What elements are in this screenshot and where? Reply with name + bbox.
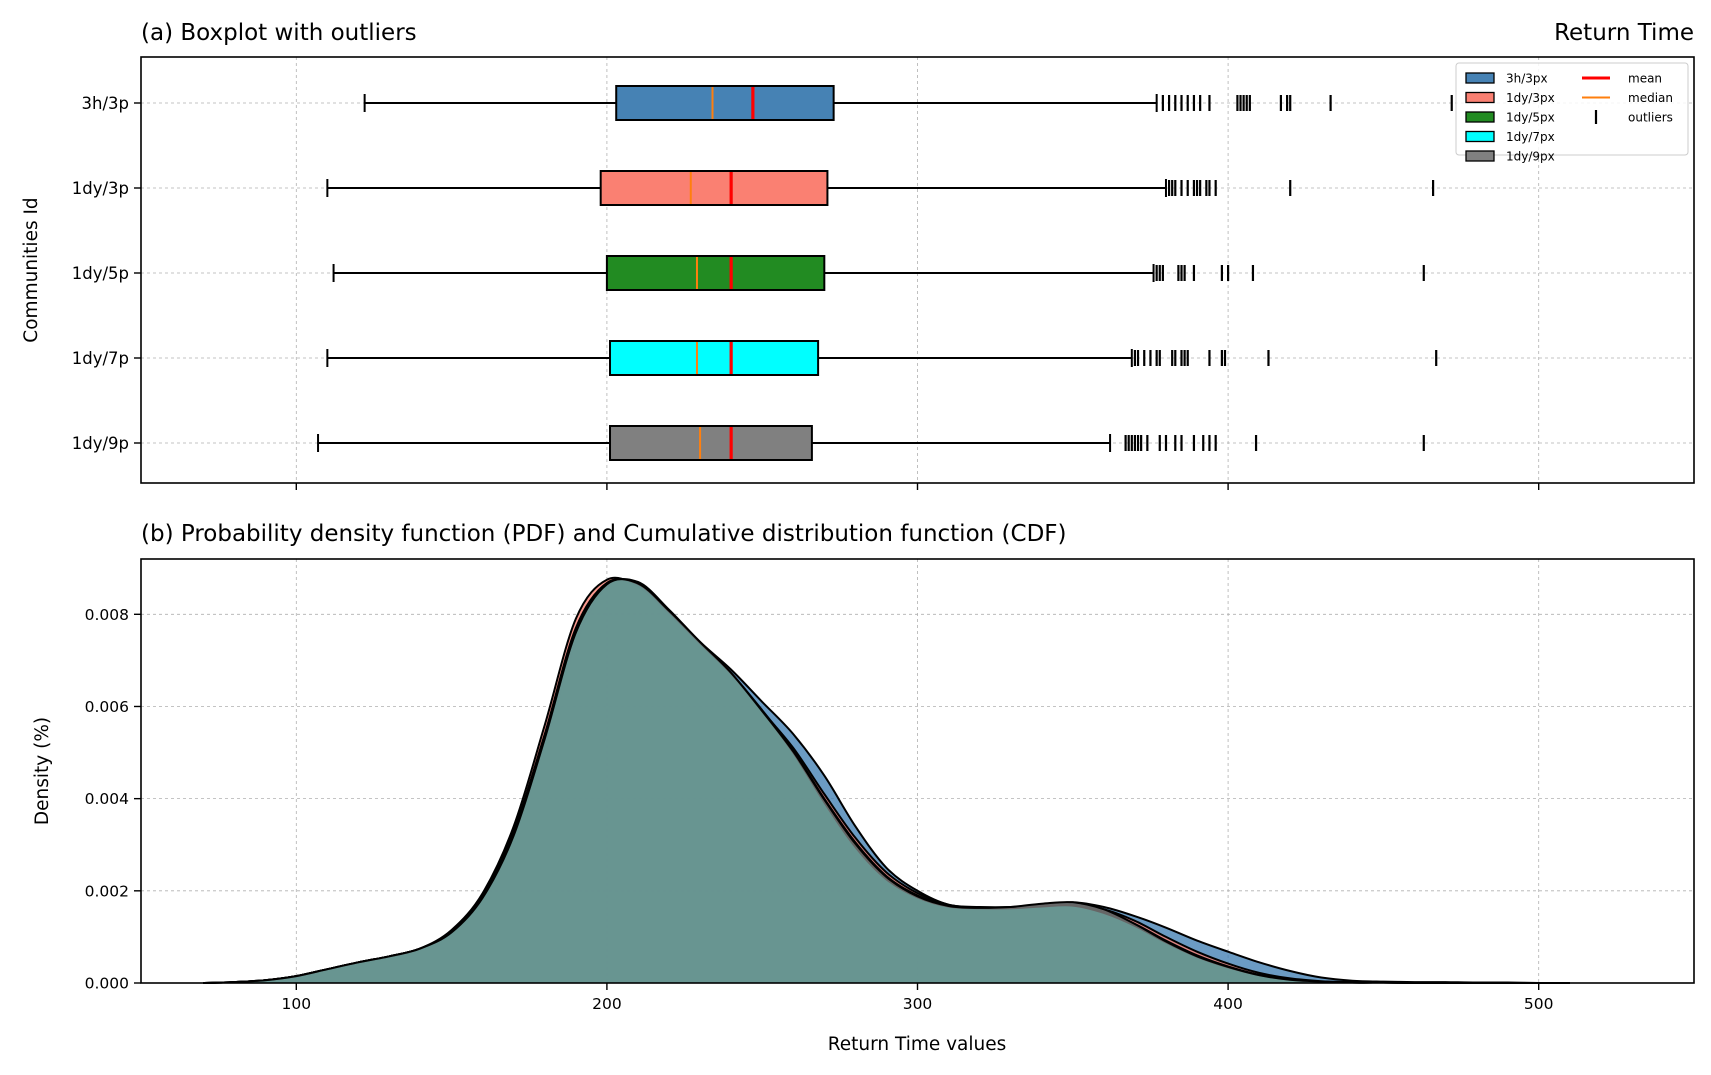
figure-right-title: Return Time (1554, 20, 1694, 46)
box-group (363, 85, 1453, 121)
density-ytick-label: 0.004 (85, 790, 129, 808)
density-xlabel: Return Time values (828, 1034, 1007, 1055)
legend-label: 1dy/7px (1506, 130, 1555, 144)
legend-label: outliers (1628, 111, 1673, 125)
density-ytick-label: 0.008 (85, 606, 129, 624)
boxplot-ytick-label: 1dy/7p (72, 349, 129, 368)
density-axes: 100 200 300 400 500 0.000 0.002 0.004 0.006 0.008 (85, 606, 1554, 1013)
density-xtick-label: 200 (592, 995, 622, 1013)
legend-label: 3h/3px (1506, 72, 1548, 86)
legend-label: mean (1628, 72, 1662, 86)
legend-label: median (1628, 91, 1673, 105)
box-group (317, 425, 1425, 461)
legend-label: 1dy/3px (1506, 91, 1555, 105)
box-iqr (605, 255, 826, 291)
density-xtick-label: 500 (1524, 995, 1554, 1013)
boxplot-ytick-label: 1dy/5p (72, 264, 129, 283)
density-panel: (b) Probability density function (PDF) a… (32, 521, 1695, 1055)
box-iqr (609, 425, 813, 461)
legend-swatch-box (1465, 150, 1495, 162)
box-iqr (615, 85, 835, 121)
boxplot-legend: 3h/3px 1dy/3px 1dy/5px 1dy/7px 1dy/9px mean me… (1455, 62, 1689, 164)
boxplot-ylabel: Communities Id (21, 197, 42, 342)
boxplot-ytick-label: 1dy/3p (72, 179, 129, 198)
density-ytick-label: 0.000 (85, 975, 129, 993)
legend-swatch-box (1465, 130, 1495, 143)
density-area (203, 579, 1570, 983)
boxplot-title: (a) Boxplot with outliers (141, 20, 417, 46)
density-xtick-label: 300 (903, 995, 933, 1013)
legend-frame (1455, 62, 1689, 156)
boxplot-axes: 3h/3p 1dy/3p 1dy/5p 1dy/7p 1dy/9p (72, 94, 1540, 490)
density-ytick-label: 0.002 (85, 882, 129, 900)
boxplot-panel: (a) Boxplot with outliers Return Time 3h… (21, 20, 1695, 490)
legend-label: 1dy/5px (1506, 111, 1555, 125)
density-xtick-label: 400 (1213, 995, 1243, 1013)
density-ylabel: Density (%) (32, 717, 53, 825)
density-xtick-label: 100 (282, 995, 312, 1013)
box-group (326, 170, 1435, 206)
box-iqr (609, 340, 820, 376)
legend-label: 1dy/9px (1506, 150, 1555, 164)
legend-swatch-box (1465, 91, 1495, 104)
boxplot-ytick-label: 1dy/9p (72, 434, 129, 453)
box-group (332, 255, 1425, 291)
box-group (326, 340, 1438, 376)
density-ytick-label: 0.006 (85, 698, 129, 716)
boxplot-ytick-label: 3h/3p (82, 94, 130, 113)
boxplot-marks (317, 85, 1453, 461)
legend-swatch-box (1465, 72, 1495, 84)
density-title: (b) Probability density function (PDF) a… (141, 521, 1066, 547)
box-iqr (599, 170, 829, 206)
legend-swatch-box (1465, 111, 1495, 123)
